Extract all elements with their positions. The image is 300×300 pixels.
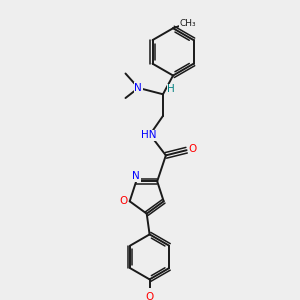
Text: O: O (145, 292, 153, 300)
Text: HN: HN (141, 130, 156, 140)
Text: O: O (189, 144, 197, 154)
Text: O: O (119, 196, 128, 206)
Text: CH₃: CH₃ (180, 19, 196, 28)
Text: N: N (132, 171, 140, 181)
Text: H: H (167, 84, 175, 94)
Text: N: N (134, 82, 142, 93)
